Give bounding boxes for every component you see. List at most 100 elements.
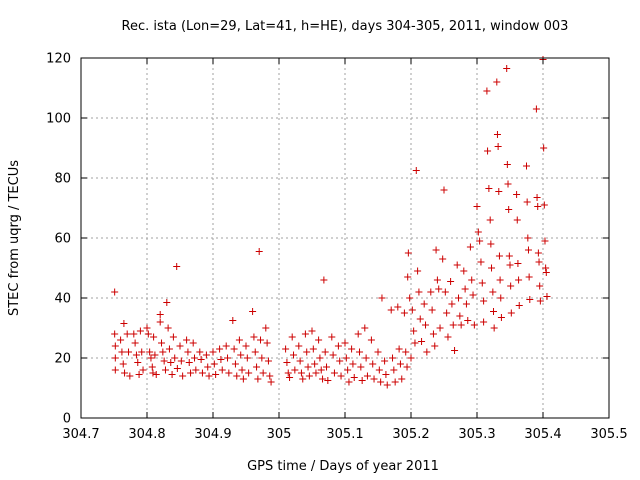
data-point <box>444 333 452 341</box>
data-point <box>230 345 238 353</box>
data-point <box>196 348 204 356</box>
data-point <box>422 321 430 329</box>
data-point <box>320 276 328 284</box>
data-point <box>427 288 435 296</box>
data-point <box>341 339 349 347</box>
data-point <box>449 321 457 329</box>
data-point <box>169 333 177 341</box>
data-point <box>400 309 408 317</box>
data-point <box>210 360 218 368</box>
data-point <box>354 330 362 338</box>
data-point <box>263 339 271 347</box>
data-point <box>212 371 220 378</box>
data-point <box>283 359 291 366</box>
data-point <box>408 306 416 314</box>
data-point <box>319 375 327 383</box>
data-point <box>132 351 140 359</box>
data-point <box>123 330 131 338</box>
data-point <box>387 306 395 314</box>
data-point <box>297 369 305 377</box>
data-point <box>164 324 172 332</box>
data-point <box>468 276 476 284</box>
data-point <box>231 360 239 368</box>
x-tick-label: 304.8 <box>128 427 165 442</box>
data-point <box>412 167 420 174</box>
y-tick-label: 100 <box>46 112 71 127</box>
data-point <box>414 267 422 275</box>
data-point <box>138 348 146 356</box>
data-point <box>466 243 474 251</box>
data-point <box>473 203 481 210</box>
data-point <box>534 203 542 210</box>
data-point <box>358 377 366 384</box>
data-point <box>462 300 470 308</box>
data-point <box>514 260 522 267</box>
y-tick-label: 80 <box>54 172 71 187</box>
data-point <box>217 356 225 363</box>
data-point <box>161 366 169 374</box>
data-point <box>238 366 246 374</box>
data-point <box>111 288 119 296</box>
data-point <box>394 303 402 311</box>
data-point <box>321 348 329 356</box>
x-tick-label: 305.5 <box>590 427 627 442</box>
data-point <box>469 291 477 299</box>
data-point <box>513 191 521 198</box>
data-point <box>503 161 511 168</box>
data-point <box>495 188 503 195</box>
data-point <box>205 372 213 380</box>
data-point <box>428 306 436 314</box>
data-point <box>118 348 126 356</box>
data-point <box>513 216 521 224</box>
data-point <box>303 348 311 356</box>
data-point <box>496 276 504 284</box>
data-point <box>316 354 324 362</box>
data-point <box>494 143 502 150</box>
data-point <box>480 318 488 326</box>
data-point <box>420 300 428 308</box>
data-point <box>152 371 160 378</box>
data-point <box>282 345 290 353</box>
data-point <box>139 366 147 374</box>
data-point <box>159 348 167 356</box>
data-point <box>418 338 426 345</box>
data-point <box>402 348 410 356</box>
data-point <box>233 372 241 380</box>
y-axis-label: STEC from uqrg / TECUs <box>7 160 22 316</box>
data-point <box>398 375 406 383</box>
data-point <box>163 299 171 306</box>
data-point <box>484 147 492 155</box>
data-point <box>523 162 530 170</box>
data-point <box>432 246 440 254</box>
y-tick-label: 40 <box>54 292 71 307</box>
data-point <box>187 369 195 377</box>
data-point <box>503 65 511 72</box>
data-point <box>305 372 313 380</box>
data-point <box>136 327 144 335</box>
data-point <box>151 351 159 359</box>
x-tick-label: 305 <box>267 427 292 442</box>
data-point <box>524 246 532 254</box>
data-point <box>143 324 151 332</box>
data-point <box>336 357 344 365</box>
data-point <box>541 237 549 245</box>
data-point <box>411 339 419 347</box>
data-point <box>443 309 451 317</box>
data-point <box>361 324 369 332</box>
data-point <box>267 378 275 386</box>
data-point <box>147 354 155 362</box>
y-tick-label: 0 <box>63 412 71 427</box>
data-point <box>436 324 444 332</box>
data-point <box>440 186 448 194</box>
data-point <box>249 308 257 315</box>
data-point <box>461 285 469 293</box>
y-axis-ticks: 0 20 40 60 80 100 120 <box>46 52 609 427</box>
data-point <box>242 342 250 350</box>
data-point <box>337 372 345 380</box>
data-point <box>370 375 378 383</box>
data-point <box>324 377 332 384</box>
data-point <box>391 378 399 386</box>
data-point <box>253 363 261 371</box>
data-point <box>225 369 233 377</box>
data-point <box>342 354 350 362</box>
